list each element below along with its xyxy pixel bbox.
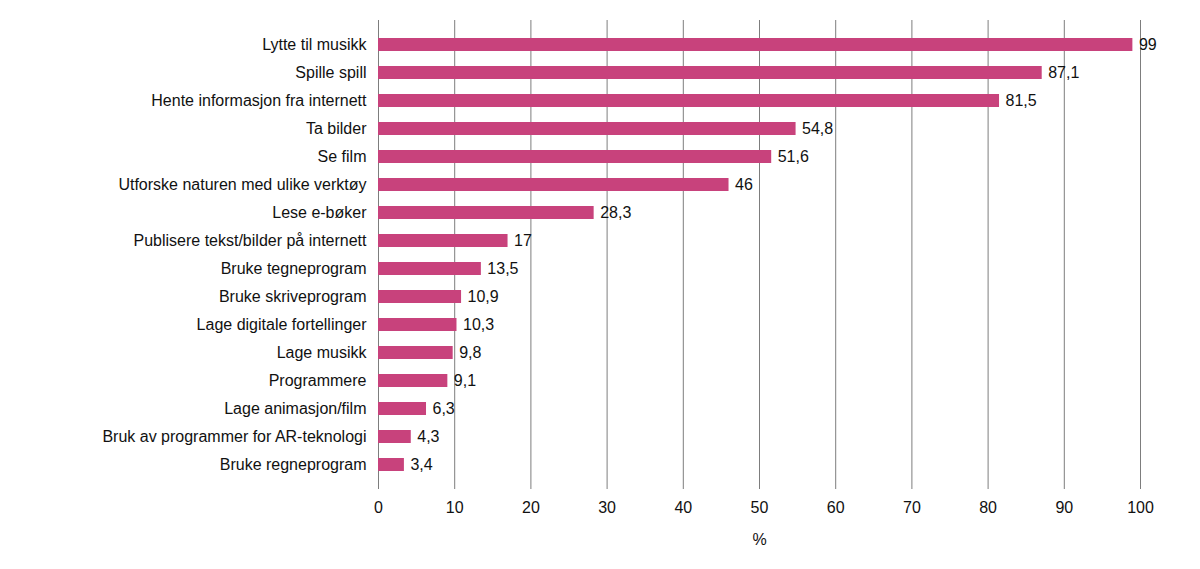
svg-text:%: % <box>752 531 766 548</box>
svg-text:9,8: 9,8 <box>459 344 481 361</box>
svg-text:Programmere: Programmere <box>269 372 367 389</box>
svg-text:17: 17 <box>514 232 532 249</box>
svg-text:60: 60 <box>827 499 845 516</box>
svg-text:87,1: 87,1 <box>1048 64 1079 81</box>
svg-text:Ta bilder: Ta bilder <box>306 120 367 137</box>
svg-text:54,8: 54,8 <box>802 120 833 137</box>
svg-text:30: 30 <box>598 499 616 516</box>
svg-text:4,3: 4,3 <box>417 428 439 445</box>
svg-text:Bruke regneprogram: Bruke regneprogram <box>220 456 367 473</box>
svg-text:40: 40 <box>674 499 692 516</box>
svg-text:Lytte til musikk: Lytte til musikk <box>262 36 367 53</box>
svg-text:99: 99 <box>1139 36 1157 53</box>
svg-text:28,3: 28,3 <box>600 204 631 221</box>
svg-text:Se film: Se film <box>318 148 367 165</box>
svg-text:Hente informasjon fra internet: Hente informasjon fra internett <box>151 92 367 109</box>
svg-text:100: 100 <box>1127 499 1154 516</box>
svg-text:46: 46 <box>735 176 753 193</box>
svg-text:10,3: 10,3 <box>463 316 494 333</box>
svg-text:10: 10 <box>446 499 464 516</box>
svg-text:80: 80 <box>979 499 997 516</box>
svg-text:13,5: 13,5 <box>487 260 518 277</box>
svg-text:9,1: 9,1 <box>454 372 476 389</box>
svg-text:Lage musikk: Lage musikk <box>277 344 368 361</box>
svg-text:Spille spill: Spille spill <box>295 64 366 81</box>
svg-text:81,5: 81,5 <box>1006 92 1037 109</box>
svg-text:Lese e-bøker: Lese e-bøker <box>272 204 367 221</box>
svg-text:Utforske naturen med ulike ver: Utforske naturen med ulike verktøy <box>118 176 366 193</box>
svg-text:6,3: 6,3 <box>433 400 455 417</box>
svg-text:0: 0 <box>374 499 383 516</box>
svg-text:10,9: 10,9 <box>468 288 499 305</box>
svg-text:51,6: 51,6 <box>778 148 809 165</box>
svg-text:Bruke tegneprogram: Bruke tegneprogram <box>221 260 367 277</box>
svg-text:Publisere tekst/bilder på inte: Publisere tekst/bilder på internett <box>133 232 367 249</box>
svg-text:Lage animasjon/film: Lage animasjon/film <box>224 400 366 417</box>
svg-text:Bruke skriveprogram: Bruke skriveprogram <box>219 288 367 305</box>
svg-text:50: 50 <box>751 499 769 516</box>
svg-text:3,4: 3,4 <box>410 456 432 473</box>
svg-text:90: 90 <box>1055 499 1073 516</box>
svg-text:70: 70 <box>903 499 921 516</box>
svg-text:20: 20 <box>522 499 540 516</box>
svg-text:Bruk av programmer for AR-tekn: Bruk av programmer for AR-teknologi <box>102 428 366 445</box>
svg-text:Lage digitale fortellinger: Lage digitale fortellinger <box>197 316 368 333</box>
